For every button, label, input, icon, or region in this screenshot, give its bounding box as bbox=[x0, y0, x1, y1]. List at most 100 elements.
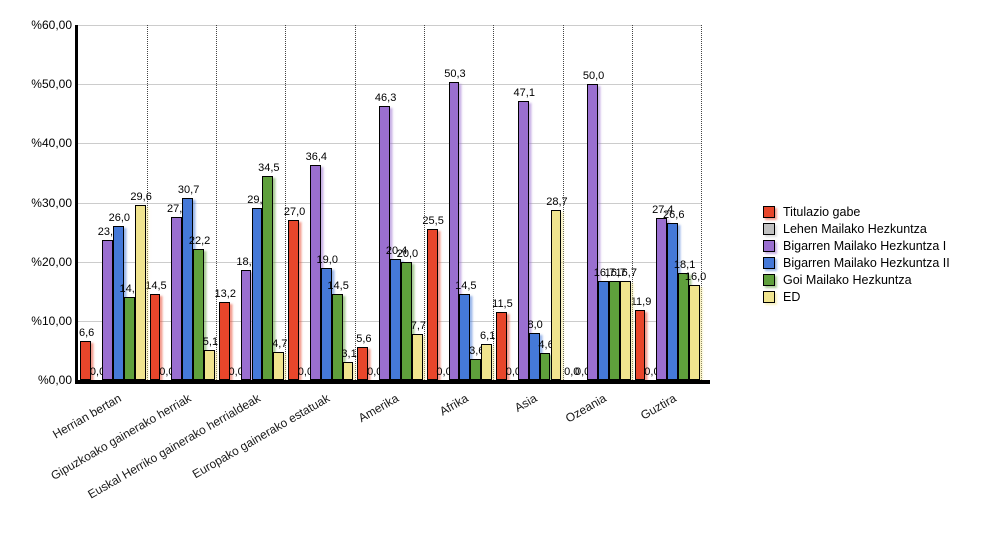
legend: Titulazio gabe Lehen Mailako Hezkuntza Big… bbox=[763, 205, 950, 308]
legend-swatch-icon bbox=[763, 223, 775, 235]
bar-value-label: 0,0 bbox=[367, 366, 383, 378]
bar-value-label: 0,0 bbox=[505, 366, 521, 378]
bar-value-label: 47,1 bbox=[513, 87, 535, 100]
bar bbox=[288, 220, 299, 380]
category-separator bbox=[424, 25, 425, 380]
bar bbox=[634, 309, 646, 380]
legend-label: ED bbox=[783, 290, 801, 304]
y-axis-tick-label: %0,00 bbox=[37, 373, 72, 387]
bar bbox=[331, 294, 343, 380]
bar bbox=[619, 281, 631, 380]
bar bbox=[171, 217, 183, 380]
category-separator bbox=[285, 25, 287, 380]
category-separator bbox=[354, 25, 356, 380]
bar-value-label: 16,7 bbox=[615, 267, 637, 280]
bar bbox=[273, 352, 285, 380]
bar-value-label: 6,1 bbox=[479, 329, 496, 342]
y-axis-tick-label: %30,00 bbox=[31, 195, 72, 210]
bar-value-label: 8,0 bbox=[527, 318, 543, 331]
category-separator bbox=[631, 25, 633, 380]
bar bbox=[309, 164, 321, 380]
bar-value-label: 0,0 bbox=[228, 366, 244, 378]
bar bbox=[496, 311, 507, 380]
category-label: Ozeania bbox=[563, 391, 609, 426]
bar-value-label: 11,5 bbox=[492, 297, 513, 310]
bar bbox=[608, 281, 620, 380]
bar bbox=[251, 208, 263, 380]
legend-swatch-icon bbox=[763, 257, 775, 269]
bar-value-label: 5,6 bbox=[356, 332, 372, 345]
bar bbox=[528, 332, 540, 380]
bar-value-label: 3,6 bbox=[469, 344, 485, 357]
bar-value-label: 0,0 bbox=[564, 366, 580, 378]
bar-value-label: 0,0 bbox=[436, 366, 452, 378]
bar-value-label: 19,0 bbox=[316, 253, 338, 266]
bar-value-label: 0,0 bbox=[297, 366, 314, 378]
bar bbox=[459, 294, 471, 380]
bar-value-label: 27,4 bbox=[652, 203, 674, 216]
bar-value-label: 6,6 bbox=[78, 326, 95, 339]
y-gridline bbox=[78, 143, 703, 145]
bar bbox=[240, 269, 252, 380]
legend-item: Bigarren Mailako Hezkuntza II bbox=[763, 256, 950, 270]
bar-value-label: 20,4 bbox=[385, 245, 408, 258]
bar bbox=[379, 106, 391, 380]
legend-label: Lehen Mailako Hezkuntza bbox=[783, 222, 927, 236]
bar-value-label: 0,0 bbox=[89, 366, 106, 378]
bar-value-label: 14,5 bbox=[327, 280, 349, 293]
bar-value-label: 7,7 bbox=[410, 320, 426, 333]
bar-value-label: 18,1 bbox=[673, 258, 696, 271]
y-axis-tick-label: %40,00 bbox=[31, 136, 72, 151]
bar bbox=[587, 84, 598, 380]
bar bbox=[218, 301, 230, 380]
category-separator bbox=[701, 25, 703, 380]
bar bbox=[149, 294, 161, 380]
bar bbox=[112, 226, 124, 380]
bar bbox=[426, 229, 438, 380]
bar-value-label: 5,1 bbox=[202, 335, 219, 348]
y-gridline bbox=[78, 25, 703, 26]
bar-value-label: 14,5 bbox=[145, 280, 167, 293]
bar-value-label: 0,0 bbox=[574, 366, 591, 378]
bar-value-label: 30,7 bbox=[177, 184, 200, 197]
bar-value-label: 50,0 bbox=[582, 70, 605, 83]
category-label: Afrika bbox=[436, 391, 471, 419]
bar-value-label: 4,7 bbox=[272, 338, 288, 351]
legend-item: ED bbox=[763, 290, 950, 304]
bar bbox=[550, 210, 562, 380]
bar bbox=[411, 334, 423, 380]
bar-value-label: 4,6 bbox=[538, 338, 554, 351]
bar bbox=[193, 248, 204, 380]
bar-value-label: 36,4 bbox=[305, 150, 328, 163]
y-axis-tick-label: %50,00 bbox=[31, 77, 72, 92]
bar-value-label: 20,0 bbox=[396, 247, 419, 260]
x-axis-line bbox=[75, 380, 710, 384]
bar-value-label: 16,0 bbox=[684, 271, 707, 284]
bar bbox=[342, 361, 354, 380]
bar bbox=[689, 285, 700, 380]
legend-label: Bigarren Mailako Hezkuntza I bbox=[783, 239, 947, 253]
bar-value-label: 26,6 bbox=[663, 208, 685, 221]
bar bbox=[598, 281, 609, 380]
bar bbox=[80, 340, 92, 380]
bar-value-label: 27,0 bbox=[283, 206, 306, 219]
legend-item: Lehen Mailako Hezkuntza bbox=[763, 222, 950, 236]
category-separator bbox=[562, 25, 564, 380]
bar bbox=[517, 101, 529, 380]
bar bbox=[539, 352, 551, 380]
y-axis-tick-label: %60,00 bbox=[31, 18, 72, 32]
bar bbox=[357, 346, 369, 380]
bar bbox=[134, 204, 146, 380]
bar-value-label: 13,2 bbox=[214, 287, 236, 300]
bar-value-label: 50,3 bbox=[444, 68, 466, 81]
bar bbox=[390, 259, 401, 380]
legend-swatch-icon bbox=[763, 291, 775, 303]
bar bbox=[182, 198, 194, 380]
bar bbox=[667, 222, 679, 380]
y-gridline bbox=[78, 202, 703, 204]
y-axis-tick-label: %10,00 bbox=[31, 313, 72, 328]
legend-item: Bigarren Mailako Hezkuntza I bbox=[763, 239, 950, 253]
category-label: Guztira bbox=[637, 391, 679, 423]
bar bbox=[656, 217, 668, 380]
y-axis-line bbox=[75, 25, 78, 384]
